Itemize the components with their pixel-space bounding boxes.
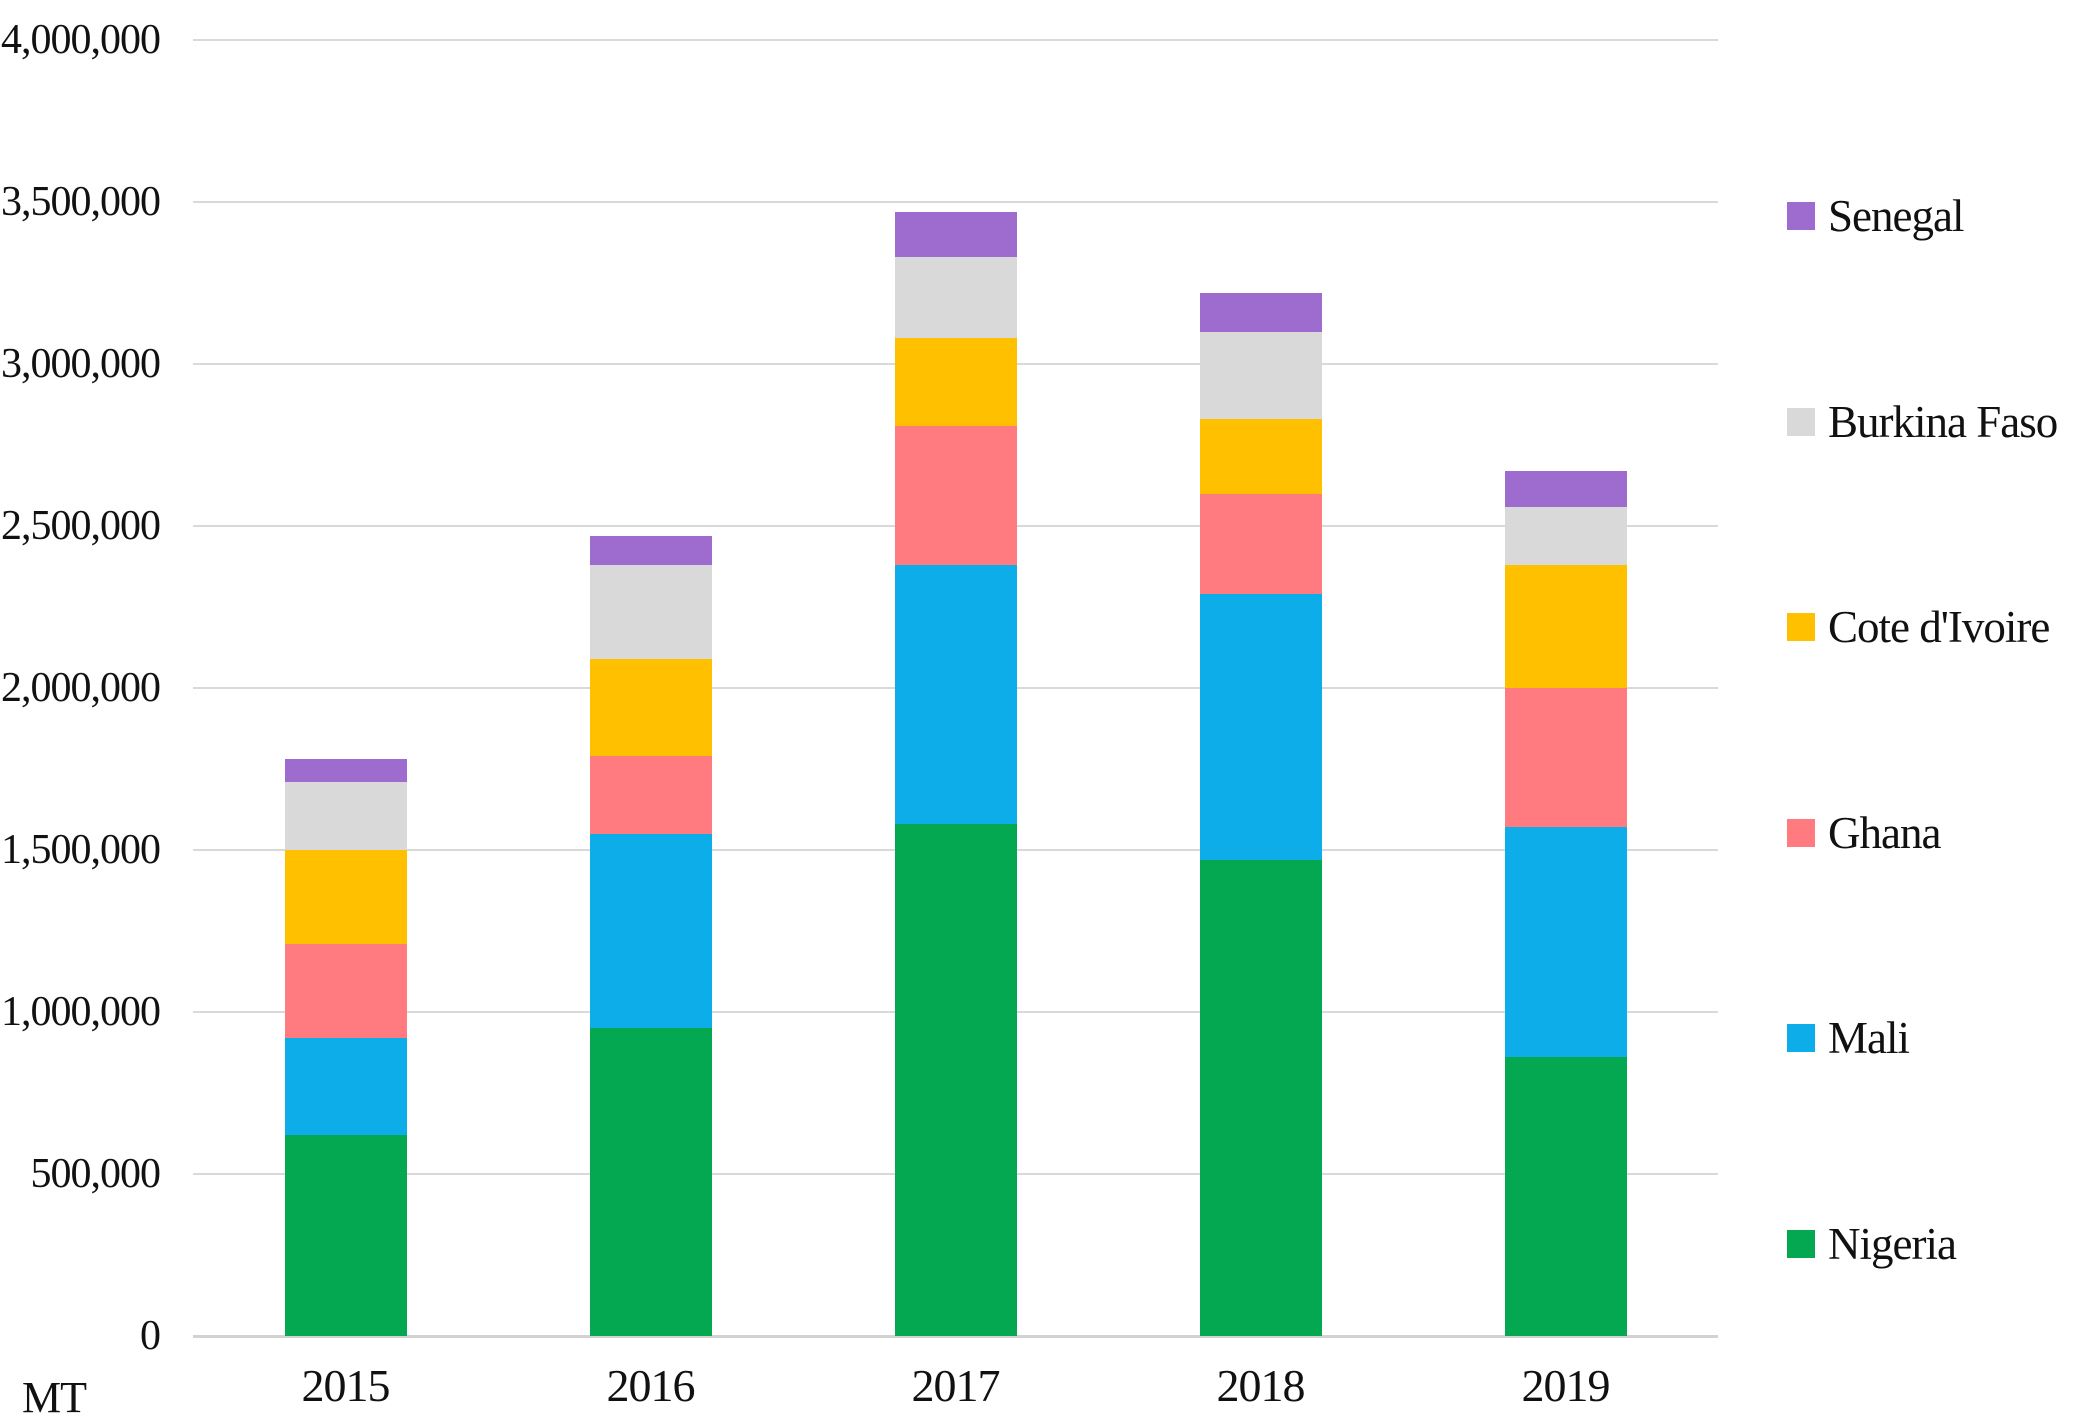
bar-segment-2019-cote-d-ivoire bbox=[1504, 564, 1627, 688]
bar-segment-2018-senegal bbox=[1199, 292, 1322, 332]
y-tick-label-1000000: 1,000,000 bbox=[1, 989, 161, 1035]
bar-segment-2016-burkina-faso bbox=[589, 564, 712, 659]
legend-swatch-icon-nigeria bbox=[1787, 1229, 1815, 1258]
legend-item-ghana: Ghana bbox=[1787, 807, 1941, 858]
legend-item-mali: Mali bbox=[1787, 1013, 1910, 1063]
y-tick-label-2500000: 2,500,000 bbox=[1, 503, 161, 549]
bar-segment-2018-nigeria bbox=[1199, 859, 1322, 1336]
y-tick-label-500000: 500,000 bbox=[30, 1151, 162, 1197]
bar-segment-2019-mali bbox=[1504, 827, 1627, 1058]
y-tick-label-3500000: 3,500,000 bbox=[1, 179, 161, 225]
gridline-4000000 bbox=[193, 39, 1718, 41]
legend-swatch-icon-mali bbox=[1787, 1024, 1815, 1052]
legend-swatch-icon-burkina-faso bbox=[1787, 407, 1815, 436]
bar-segment-2016-senegal bbox=[589, 535, 712, 565]
bar-segment-2015-cote-d-ivoire bbox=[284, 850, 407, 944]
legend-label-senegal: Senegal bbox=[1828, 191, 1964, 241]
bar-segment-2015-senegal bbox=[284, 759, 407, 782]
bar-segment-2017-senegal bbox=[894, 211, 1017, 258]
legend-swatch-icon-senegal bbox=[1787, 202, 1815, 230]
x-axis-label-2019: 2019 bbox=[1521, 1360, 1611, 1411]
y-axis-unit-label: MT bbox=[22, 1373, 87, 1415]
y-tick-label-2000000: 2,000,000 bbox=[1, 665, 161, 711]
bar-segment-2018-ghana bbox=[1199, 493, 1322, 595]
bar-segment-2015-nigeria bbox=[284, 1135, 407, 1336]
legend-label-ghana: Ghana bbox=[1828, 807, 1941, 858]
bar-segment-2019-senegal bbox=[1504, 470, 1627, 507]
bar-segment-2015-ghana bbox=[284, 943, 407, 1038]
bar-segment-2015-mali bbox=[284, 1037, 407, 1136]
bar-segment-2018-mali bbox=[1199, 594, 1322, 860]
legend-label-nigeria: Nigeria bbox=[1828, 1218, 1957, 1269]
bar-segment-2016-ghana bbox=[589, 756, 712, 834]
bar-segment-2017-mali bbox=[894, 564, 1017, 825]
bar-segment-2019-burkina-faso bbox=[1504, 506, 1627, 565]
legend-swatch-icon-ghana bbox=[1787, 818, 1815, 847]
x-axis-label-2016: 2016 bbox=[606, 1360, 696, 1411]
bar-segment-2015-burkina-faso bbox=[284, 781, 407, 850]
legend-label-cote-d-ivoire: Cote d'Ivoire bbox=[1828, 602, 2050, 652]
bar-segment-2016-nigeria bbox=[589, 1028, 712, 1336]
legend-label-burkina-faso: Burkina Faso bbox=[1828, 396, 2058, 447]
bar-segment-2019-nigeria bbox=[1504, 1057, 1627, 1336]
x-axis-label-2015: 2015 bbox=[301, 1360, 391, 1411]
legend-item-nigeria: Nigeria bbox=[1787, 1218, 1957, 1269]
y-tick-label-3000000: 3,000,000 bbox=[1, 341, 161, 387]
bar-segment-2017-burkina-faso bbox=[894, 257, 1017, 339]
x-axis-label-2017: 2017 bbox=[911, 1360, 1001, 1411]
bar-segment-2017-cote-d-ivoire bbox=[894, 338, 1017, 426]
y-tick-label-1500000: 1,500,000 bbox=[1, 827, 161, 873]
bar-segment-2018-cote-d-ivoire bbox=[1199, 419, 1322, 494]
x-axis-label-2018: 2018 bbox=[1216, 1360, 1306, 1411]
legend-item-cote-d-ivoire: Cote d'Ivoire bbox=[1787, 602, 2050, 652]
y-tick-label-4000000: 4,000,000 bbox=[1, 17, 161, 63]
bar-segment-2017-nigeria bbox=[894, 824, 1017, 1336]
bar-segment-2017-ghana bbox=[894, 425, 1017, 565]
gridline-0 bbox=[193, 1334, 1718, 1338]
legend-item-senegal: Senegal bbox=[1787, 191, 1964, 241]
y-tick-label-0: 0 bbox=[140, 1313, 161, 1359]
legend-swatch-icon-cote-d-ivoire bbox=[1787, 613, 1815, 641]
bar-segment-2016-mali bbox=[589, 833, 712, 1029]
legend-label-mali: Mali bbox=[1828, 1013, 1910, 1063]
bar-segment-2018-burkina-faso bbox=[1199, 331, 1322, 420]
legend-item-burkina-faso: Burkina Faso bbox=[1787, 396, 2058, 447]
bar-segment-2019-ghana bbox=[1504, 688, 1627, 828]
gridline-3500000 bbox=[193, 201, 1718, 203]
bar-segment-2016-cote-d-ivoire bbox=[589, 658, 712, 757]
